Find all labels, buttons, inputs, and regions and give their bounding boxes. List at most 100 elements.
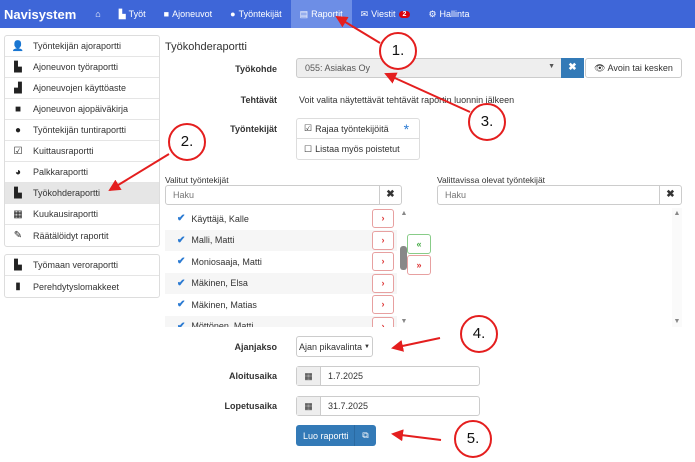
nav-raportit[interactable]: ▤ Raportit: [290, 0, 352, 28]
sidebar-item-label: Työntekijän tuntiraportti: [33, 125, 127, 135]
status-filter-button[interactable]: 👁 Avoin tai kesken: [585, 58, 682, 78]
quick-period-dropdown[interactable]: Ajan pikavalinta ▼: [296, 336, 373, 357]
scroll-down-icon[interactable]: ▼: [400, 318, 408, 325]
sidebar-group-reports: 👤 Työntekijän ajoraportti ▙ Ajoneuvon työra…: [4, 35, 160, 247]
sidebar-item[interactable]: ▙ Työmaan veroraportti: [5, 255, 159, 276]
add-all-button[interactable]: «: [407, 234, 431, 254]
tyokohde-value: 055: Asiakas Oy: [305, 63, 371, 73]
selected-employees-label: Valitut työntekijät: [165, 175, 229, 185]
remove-employee-button[interactable]: ›: [372, 209, 394, 228]
ajanjakso-label: Ajanjakso: [234, 342, 277, 352]
remove-all-button[interactable]: »: [407, 255, 431, 275]
option-label: Listaa myös poistetut: [315, 144, 400, 154]
checked-icon: ☑: [304, 123, 313, 133]
tehtavat-info: Voit valita näytettävät tehtävät raporti…: [299, 95, 515, 105]
clear-tyokohde-button[interactable]: ✖: [561, 58, 584, 78]
unchecked-icon: ☐: [304, 143, 313, 154]
create-report-button[interactable]: Luo raportti ⧉: [296, 425, 376, 446]
aloitusaika-label: Aloitusaika: [228, 371, 277, 381]
nav-home[interactable]: ⌂: [86, 0, 109, 28]
scroll-up-icon[interactable]: ▲: [400, 210, 408, 217]
list-item[interactable]: ✔ Malli, Matti ›: [165, 229, 397, 251]
create-report-label: Luo raportti: [303, 430, 349, 441]
available-search-input[interactable]: [438, 186, 659, 204]
sidebar-item-label: Ajoneuvon ajopäiväkirja: [33, 104, 129, 114]
remove-employee-button[interactable]: ›: [372, 273, 394, 293]
sidebar-item[interactable]: ▙ Ajoneuvon työraportti: [5, 57, 159, 78]
end-date-value[interactable]: 31.7.2025: [328, 401, 369, 411]
sidebar-item[interactable]: ▦ Kuukausiraportti: [5, 204, 159, 225]
user-check-icon: ☑: [13, 145, 23, 157]
clear-search-button[interactable]: ✖: [659, 186, 681, 204]
piggy-bank-icon: ◕: [14, 166, 22, 178]
sidebar-item-label: Työmaan veroraportti: [33, 260, 119, 270]
selected-list-scrollbar[interactable]: ▲ ▼: [399, 208, 409, 327]
sidebar-item-label: Työntekijän ajoraportti: [33, 41, 122, 51]
nav-ajoneuvot[interactable]: ■ Ajoneuvot: [155, 0, 221, 28]
limit-employees-checkbox[interactable]: ☑ Rajaa työntekijöitä *: [297, 119, 419, 139]
nav-tyontekijat[interactable]: ● Työntekijät: [221, 0, 290, 28]
sidebar-item[interactable]: ● Työntekijän tuntiraportti: [5, 120, 159, 141]
list-item[interactable]: ✔ Moniosaaja, Matti ›: [165, 251, 397, 273]
remove-employee-button[interactable]: ›: [372, 316, 394, 327]
scroll-thumb[interactable]: [400, 246, 407, 270]
truck-industry-icon: ▙: [14, 61, 22, 73]
sidebar-item[interactable]: ☑ Kuittausraportti: [5, 141, 159, 162]
selected-employees-list: ✔ Käyttäjä, Kalle › ✔ Malli, Matti › ✔ Moniosaa…: [165, 208, 397, 327]
sidebar-item[interactable]: ▙ Työkohderaportti: [5, 183, 159, 204]
nav-viestit[interactable]: ✉ Viestit 2: [352, 0, 420, 28]
calendar-icon: ▦: [297, 367, 321, 385]
sidebar-item-label: Kuukausiraportti: [33, 209, 99, 219]
clear-search-button[interactable]: ✖: [379, 186, 401, 204]
end-date-field[interactable]: ▦ 31.7.2025: [296, 396, 480, 416]
selected-search: ✖: [165, 185, 402, 205]
annotation-arrow: [391, 429, 442, 442]
list-item[interactable]: ✔ Mäkinen, Elsa ›: [165, 272, 397, 294]
list-item[interactable]: ✔ Käyttäjä, Kalle ›: [165, 208, 397, 230]
scroll-up-icon[interactable]: ▲: [673, 210, 681, 217]
industry-icon: ▙: [14, 187, 22, 199]
close-icon: ✖: [568, 62, 577, 73]
status-filter-label: Avoin tai kesken: [607, 63, 673, 73]
available-list-scrollbar[interactable]: ▲ ▼: [672, 208, 682, 327]
tyokohde-select[interactable]: 055: Asiakas Oy ▼: [296, 58, 562, 78]
tyontekijat-label: Työntekijät: [230, 124, 277, 134]
remove-employee-button[interactable]: ›: [372, 295, 394, 314]
sidebar-item[interactable]: ▮ Perehdytyslomakkeet: [5, 276, 159, 297]
sidebar-item[interactable]: ◕ Palkkaraportti: [5, 162, 159, 183]
employee-name: Käyttäjä, Kalle: [191, 213, 249, 224]
external-link-icon: ⧉: [354, 425, 376, 446]
nav-tyot[interactable]: ▙ Työt: [110, 0, 155, 28]
double-left-icon: «: [416, 239, 422, 249]
employee-name: Malli, Matti: [191, 235, 235, 246]
option-label: Rajaa työntekijöitä: [315, 123, 389, 134]
start-date-value[interactable]: 1.7.2025: [328, 371, 364, 381]
nav-label: Ajoneuvot: [172, 9, 213, 19]
employee-name: Mäkinen, Matias: [191, 299, 257, 310]
home-icon: ⌂: [95, 9, 101, 19]
selected-search-input[interactable]: [166, 186, 379, 204]
list-item[interactable]: ✔ Möttönen, Matti ›: [165, 315, 397, 327]
check-icon: ✔: [177, 277, 186, 289]
top-nav: Navisystem ⌂ ▙ Työt ■ Ajoneuvot ● Työntekij…: [0, 0, 695, 28]
annotation-5: 5.: [466, 430, 480, 447]
lopetusaika-label: Lopetusaika: [224, 401, 277, 411]
scroll-down-icon[interactable]: ▼: [673, 318, 681, 325]
sidebar-item[interactable]: ■ Ajoneuvon ajopäiväkirja: [5, 99, 159, 120]
list-item[interactable]: ✔ Mäkinen, Matias ›: [165, 294, 397, 316]
start-date-field[interactable]: ▦ 1.7.2025: [296, 366, 480, 386]
message-count-badge: 2: [398, 10, 411, 18]
remove-employee-button[interactable]: ›: [372, 252, 394, 271]
nav-label: Viestit: [371, 9, 396, 19]
annotation-1: 1.: [391, 42, 405, 59]
list-deleted-checkbox[interactable]: ☐ Listaa myös poistetut: [297, 139, 419, 159]
check-icon: ✔: [177, 256, 186, 268]
nav-hallinta[interactable]: ⚙ Hallinta: [419, 0, 478, 28]
sidebar-item[interactable]: 👤 Työntekijän ajoraportti: [5, 36, 159, 57]
sidebar-item[interactable]: ✎ Räätälöidyt raportit: [5, 225, 159, 246]
sidebar-item[interactable]: ▟ Ajoneuvojen käyttöaste: [5, 78, 159, 99]
gear-icon: ⚙: [428, 8, 437, 19]
remove-employee-button[interactable]: ›: [372, 230, 394, 250]
brand[interactable]: Navisystem: [4, 6, 77, 22]
check-icon: ✔: [177, 234, 186, 246]
